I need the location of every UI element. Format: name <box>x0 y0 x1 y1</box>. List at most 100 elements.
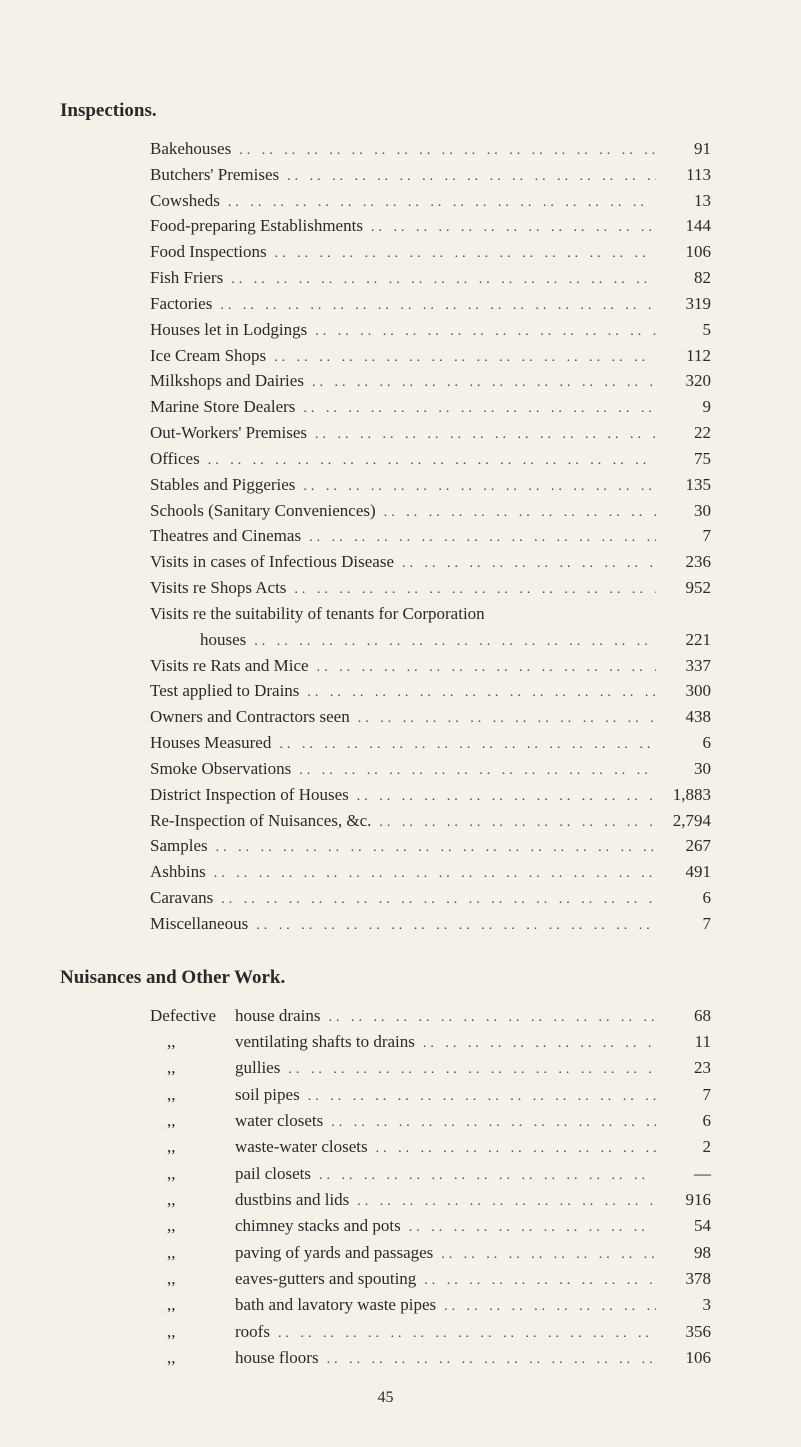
inspection-value: 337 <box>656 653 711 679</box>
leader-dots: .. .. .. .. .. .. .. .. .. .. .. .. .. .… <box>307 424 656 445</box>
nuisance-label: house floors <box>235 1345 319 1371</box>
nuisance-row: ,,chimney stacks and pots .. .. .. .. ..… <box>150 1213 711 1239</box>
nuisance-label: waste-water closets <box>235 1134 368 1160</box>
nuisance-row: Defectivehouse drains .. .. .. .. .. .. … <box>150 1003 711 1029</box>
inspection-label: Bakehouses <box>150 136 231 162</box>
leader-dots: .. .. .. .. .. .. .. .. .. .. .. .. .. .… <box>270 1323 656 1345</box>
inspection-label: Theatres and Cinemas <box>150 523 301 549</box>
leader-dots: .. .. .. .. .. .. .. .. .. .. .. .. .. .… <box>248 915 656 936</box>
inspection-row: Bakehouses .. .. .. .. .. .. .. .. .. ..… <box>150 136 711 162</box>
inspection-label: Cowsheds <box>150 188 220 214</box>
inspection-row: Ice Cream Shops .. .. .. .. .. .. .. .. … <box>150 343 711 369</box>
inspection-label: Schools (Sanitary Conveniences) <box>150 498 376 524</box>
leader-dots: .. .. .. .. .. .. .. .. .. .. .. .. .. .… <box>368 1138 656 1160</box>
inspection-value: 113 <box>656 162 711 188</box>
inspection-value: 267 <box>656 833 711 859</box>
nuisance-value: 68 <box>656 1003 711 1029</box>
nuisance-prefix: ,, <box>150 1266 235 1292</box>
leader-dots: .. .. .. .. .. .. .. .. .. .. .. .. .. .… <box>433 1244 656 1266</box>
inspection-row: District Inspection of Houses .. .. .. .… <box>150 782 711 808</box>
nuisance-prefix: ,, <box>150 1055 235 1081</box>
inspection-value: 82 <box>656 265 711 291</box>
nuisance-prefix: Defective <box>150 1003 235 1029</box>
inspection-label: Houses Measured <box>150 730 271 756</box>
page-number: 45 <box>60 1389 711 1407</box>
inspection-label: Test applied to Drains <box>150 678 299 704</box>
inspection-value: 319 <box>656 291 711 317</box>
inspection-row: Houses let in Lodgings .. .. .. .. .. ..… <box>150 317 711 343</box>
nuisance-row: ,,ventilating shafts to drains .. .. .. … <box>150 1029 711 1055</box>
nuisance-value: 356 <box>656 1319 711 1345</box>
inspection-row: Schools (Sanitary Conveniences) .. .. ..… <box>150 498 711 524</box>
inspection-value: 320 <box>656 368 711 394</box>
nuisance-row: ,,house floors .. .. .. .. .. .. .. .. .… <box>150 1345 711 1371</box>
nuisance-label: paving of yards and passages <box>235 1240 433 1266</box>
nuisance-value: 23 <box>656 1055 711 1081</box>
inspection-label: Marine Store Dealers <box>150 394 295 420</box>
nuisance-label: roofs <box>235 1319 270 1345</box>
inspection-value: 112 <box>656 343 711 369</box>
leader-dots: .. .. .. .. .. .. .. .. .. .. .. .. .. .… <box>246 631 656 652</box>
inspection-value: 300 <box>656 678 711 704</box>
inspection-value: 75 <box>656 446 711 472</box>
inspection-label: Ashbins <box>150 859 206 885</box>
leader-dots: .. .. .. .. .. .. .. .. .. .. .. .. .. .… <box>212 295 656 316</box>
leader-dots: .. .. .. .. .. .. .. .. .. .. .. .. .. .… <box>208 837 656 858</box>
inspection-row: Stables and Piggeries .. .. .. .. .. .. … <box>150 472 711 498</box>
inspection-value: 7 <box>656 911 711 937</box>
inspection-row: Smoke Observations .. .. .. .. .. .. .. … <box>150 756 711 782</box>
inspection-row: Miscellaneous .. .. .. .. .. .. .. .. ..… <box>150 911 711 937</box>
inspection-label: Ice Cream Shops <box>150 343 266 369</box>
leader-dots: .. .. .. .. .. .. .. .. .. .. .. .. .. .… <box>350 708 656 729</box>
nuisance-row: ,,dustbins and lids .. .. .. .. .. .. ..… <box>150 1187 711 1213</box>
inspection-value: 6 <box>656 885 711 911</box>
leader-dots: .. .. .. .. .. .. .. .. .. .. .. .. .. .… <box>416 1270 656 1292</box>
leader-dots: .. .. .. .. .. .. .. .. .. .. .. .. .. .… <box>371 812 656 833</box>
nuisance-value: 378 <box>656 1266 711 1292</box>
inspection-value: 491 <box>656 859 711 885</box>
leader-dots: .. .. .. .. .. .. .. .. .. .. .. .. .. .… <box>295 476 656 497</box>
nuisance-row: ,,eaves-gutters and spouting .. .. .. ..… <box>150 1266 711 1292</box>
inspection-row: Milkshops and Dairies .. .. .. .. .. .. … <box>150 368 711 394</box>
nuisance-prefix: ,, <box>150 1134 235 1160</box>
nuisance-prefix: ,, <box>150 1292 235 1318</box>
inspection-label: Offices <box>150 446 200 472</box>
inspection-label: Samples <box>150 833 208 859</box>
nuisance-value: 106 <box>656 1345 711 1371</box>
leader-dots: .. .. .. .. .. .. .. .. .. .. .. .. .. .… <box>349 786 656 807</box>
nuisance-row: ,,gullies .. .. .. .. .. .. .. .. .. .. … <box>150 1055 711 1081</box>
inspection-value: 9 <box>656 394 711 420</box>
inspection-label: Miscellaneous <box>150 911 248 937</box>
nuisance-prefix: ,, <box>150 1240 235 1266</box>
inspection-label: Stables and Piggeries <box>150 472 295 498</box>
leader-dots: .. .. .. .. .. .. .. .. .. .. .. .. .. .… <box>206 863 656 884</box>
nuisance-prefix: ,, <box>150 1345 235 1371</box>
nuisance-row: ,,paving of yards and passages .. .. .. … <box>150 1240 711 1266</box>
leader-dots: .. .. .. .. .. .. .. .. .. .. .. .. .. .… <box>309 657 656 678</box>
leader-dots: .. .. .. .. .. .. .. .. .. .. .. .. .. .… <box>200 450 656 471</box>
inspection-label: District Inspection of Houses <box>150 782 349 808</box>
leader-dots: .. .. .. .. .. .. .. .. .. .. .. .. .. .… <box>319 1349 656 1371</box>
leader-dots: .. .. .. .. .. .. .. .. .. .. .. .. .. .… <box>220 192 656 213</box>
inspection-label: Visits re Shops Acts <box>150 575 286 601</box>
nuisance-value: — <box>656 1161 711 1187</box>
inspection-label: Visits re Rats and Mice <box>150 653 309 679</box>
nuisance-row: ,,soil pipes .. .. .. .. .. .. .. .. .. … <box>150 1082 711 1108</box>
nuisance-value: 54 <box>656 1213 711 1239</box>
inspection-row: Factories .. .. .. .. .. .. .. .. .. .. … <box>150 291 711 317</box>
inspection-row: Owners and Contractors seen .. .. .. .. … <box>150 704 711 730</box>
inspection-label: Food-preparing Establishments <box>150 213 363 239</box>
inspection-row: Samples .. .. .. .. .. .. .. .. .. .. ..… <box>150 833 711 859</box>
inspection-label: Visits in cases of Infectious Disease <box>150 549 394 575</box>
nuisance-value: 2 <box>656 1134 711 1160</box>
nuisance-value: 916 <box>656 1187 711 1213</box>
leader-dots: .. .. .. .. .. .. .. .. .. .. .. .. .. .… <box>213 889 656 910</box>
nuisance-label: soil pipes <box>235 1082 300 1108</box>
inspection-row: houses .. .. .. .. .. .. .. .. .. .. .. … <box>150 627 711 653</box>
leader-dots: .. .. .. .. .. .. .. .. .. .. .. .. .. .… <box>223 269 656 290</box>
nuisance-label: chimney stacks and pots <box>235 1213 401 1239</box>
inspection-row: Re-Inspection of Nuisances, &c. .. .. ..… <box>150 808 711 834</box>
leader-dots: .. .. .. .. .. .. .. .. .. .. .. .. .. .… <box>415 1033 656 1055</box>
nuisance-label: house drains <box>235 1003 320 1029</box>
nuisance-value: 7 <box>656 1082 711 1108</box>
